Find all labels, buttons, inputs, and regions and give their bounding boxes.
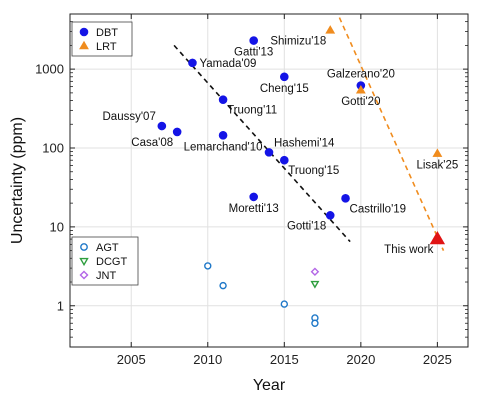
legend-label: DBT — [96, 27, 118, 39]
point-labels: Daussy'07 Casa'08 Yamada'09 Truong'11 Lemarc… — [103, 35, 459, 256]
point-label: Gatti'13 — [234, 47, 273, 59]
data-point — [310, 280, 320, 289]
point-label: Casa'08 — [131, 137, 173, 149]
legend-marker — [79, 257, 89, 267]
data-point — [280, 155, 289, 165]
x-tick-label: 2005 — [117, 352, 146, 367]
data-point — [311, 319, 319, 327]
data-point — [157, 121, 167, 131]
data-point — [249, 192, 258, 202]
data-point — [280, 300, 289, 308]
x-tick-label: 2010 — [193, 352, 222, 367]
legend-marker — [79, 270, 89, 280]
point-label: Cheng'15 — [260, 83, 309, 95]
data-point — [355, 85, 366, 94]
legend-box — [71, 21, 133, 57]
point-label: Yamada'09 — [199, 58, 256, 70]
trend-line — [338, 17, 445, 251]
data-point — [219, 281, 227, 290]
grid — [70, 14, 468, 347]
legend-label: DCGT — [96, 256, 127, 268]
data-points — [157, 25, 446, 327]
point-label: Truong'15 — [288, 165, 339, 177]
legend-bottom: AGT DCGT JNT — [71, 236, 139, 286]
point-label: Shimizu'18 — [270, 35, 326, 47]
data-point — [325, 211, 335, 220]
legend-label: LRT — [96, 41, 117, 53]
legend-marker — [79, 40, 89, 50]
legend-top: DBT LRT — [71, 21, 133, 57]
trend-lines — [173, 17, 445, 251]
legend-marker — [79, 27, 89, 37]
data-point — [172, 127, 182, 137]
legend-label: AGT — [96, 242, 119, 254]
data-point — [218, 95, 228, 104]
data-point — [249, 36, 258, 45]
legend-marker — [80, 243, 88, 251]
trend-line — [173, 44, 351, 243]
data-point — [325, 25, 336, 34]
data-point — [204, 262, 212, 270]
x-tick-label: 2025 — [423, 352, 452, 367]
point-label: Daussy'07 — [103, 111, 156, 123]
point-label: Galzerano'20 — [327, 69, 395, 81]
data-point — [341, 194, 350, 203]
y-tick-label: 10 — [50, 219, 64, 234]
data-point — [280, 72, 289, 82]
data-point — [264, 148, 274, 157]
point-label: Lisak'25 — [416, 160, 458, 172]
x-tick-label: 2015 — [270, 352, 299, 367]
data-point — [188, 58, 197, 68]
point-label: Lemarchand'10 — [184, 141, 263, 153]
point-label: Hashemi'14 — [274, 137, 335, 149]
point-label: Castrillo'19 — [350, 203, 407, 215]
point-label: Truong'11 — [227, 105, 277, 117]
y-tick-label: 1000 — [35, 62, 64, 77]
point-label: Moretti'13 — [229, 203, 279, 215]
plot-frame — [69, 13, 469, 348]
data-point — [432, 148, 443, 157]
data-point — [310, 267, 320, 277]
point-label: Gotti'20 — [341, 96, 380, 108]
ticks: 2005 2010 2015 2020 2025 1 10 100 1000 — [35, 13, 468, 367]
y-axis-title: Uncertainty (ppm) — [9, 117, 26, 244]
data-point — [218, 130, 228, 140]
point-label: Gotti'18 — [287, 220, 326, 232]
x-axis-title: Year — [253, 377, 286, 394]
point-label: This work — [384, 244, 433, 256]
legend-label: JNT — [96, 270, 116, 282]
data-point — [429, 231, 446, 245]
x-tick-label: 2020 — [346, 352, 375, 367]
y-tick-label: 100 — [42, 141, 64, 156]
y-tick-label: 1 — [57, 298, 64, 313]
